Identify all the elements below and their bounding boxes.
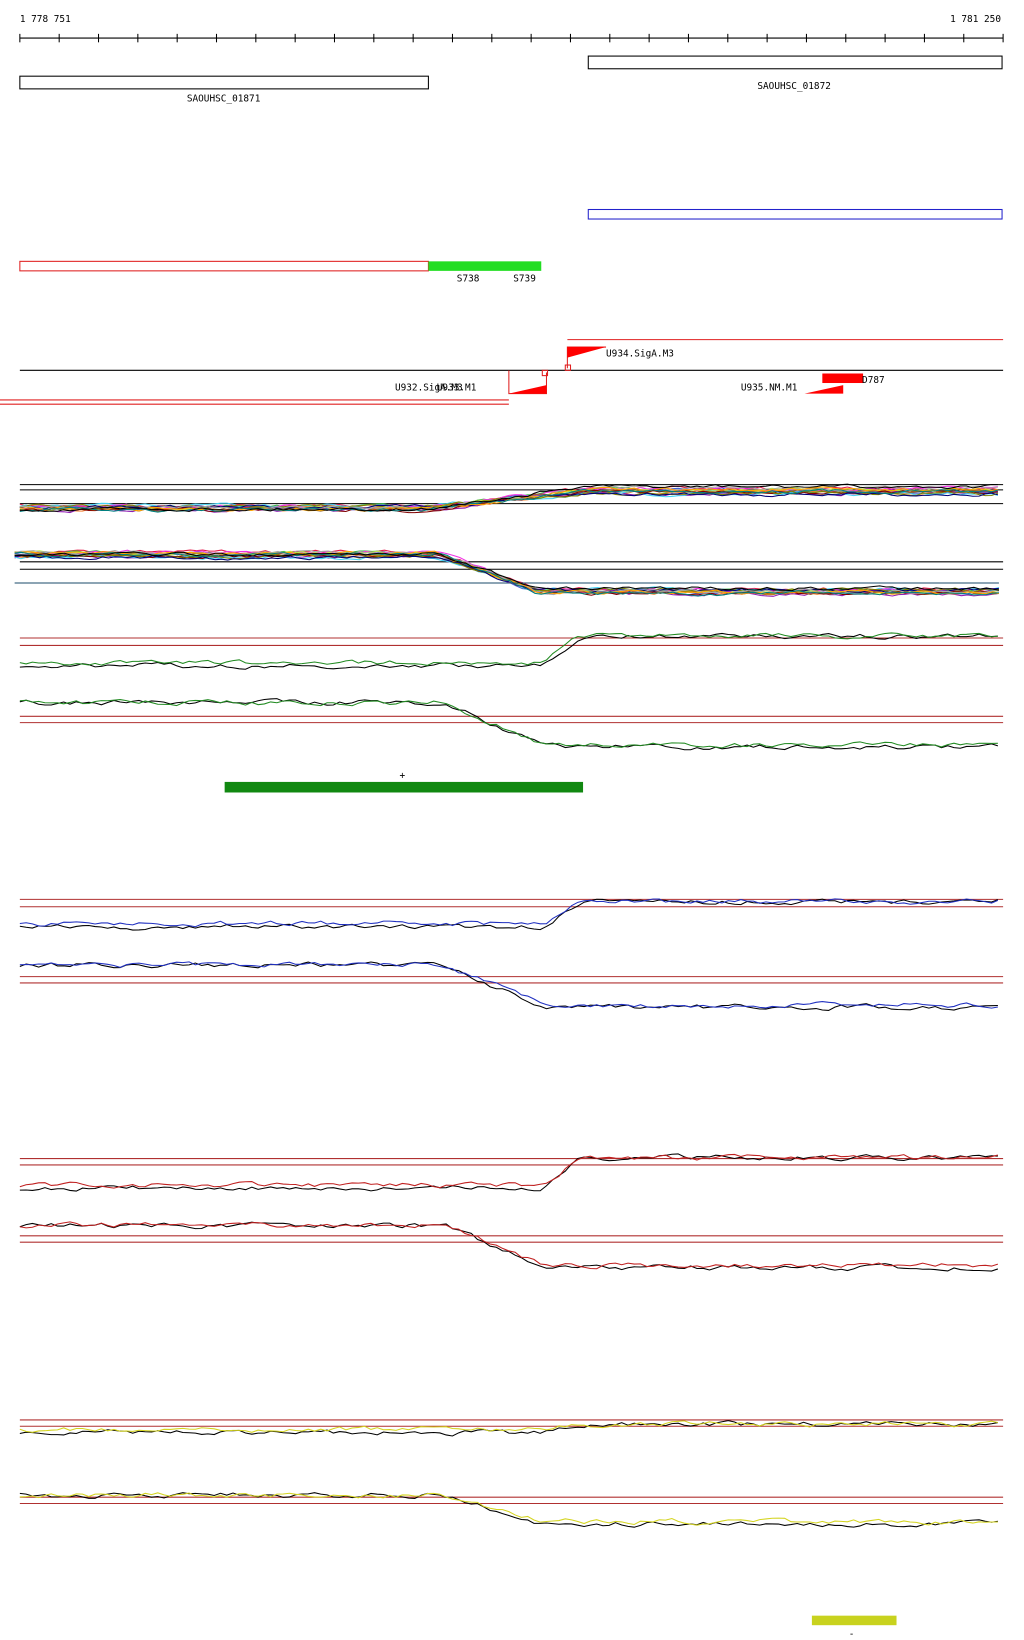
promoter-label: U932.SigA.M3 <box>395 382 463 393</box>
gene-label: SAOUHSC_01871 <box>187 94 261 105</box>
promoter-label: U935.NM.M1 <box>741 382 798 393</box>
trace <box>19 1420 998 1437</box>
promoter-mark <box>564 364 572 371</box>
promoter-label: U933.M1 <box>437 382 477 393</box>
trace <box>14 553 999 593</box>
strand-mark: - <box>849 1629 855 1640</box>
trace <box>19 1492 998 1528</box>
trace <box>14 554 1000 593</box>
trace <box>19 961 998 1009</box>
expression-tracks <box>14 483 1004 1528</box>
trace <box>19 1420 998 1433</box>
gene-box <box>19 75 429 90</box>
promoter-arrow <box>508 385 547 394</box>
trace <box>19 898 999 928</box>
promoter-label: U934.SigA.M3 <box>606 349 674 360</box>
trace <box>19 1492 998 1526</box>
segment-label: S739 <box>513 273 536 284</box>
trace <box>14 551 999 597</box>
feature-box <box>587 208 1003 220</box>
promoter-mark <box>541 369 549 377</box>
trace <box>19 699 998 749</box>
gene-box <box>587 55 1003 70</box>
trace <box>19 1153 999 1189</box>
gene-label: SAOUHSC_01872 <box>757 81 831 92</box>
ruler-start: 1 778 751 <box>20 14 71 25</box>
promoter-arrow <box>567 347 607 358</box>
strand-mark: + <box>399 771 405 782</box>
trace <box>19 486 998 512</box>
trace <box>19 698 999 751</box>
trace <box>19 961 998 1011</box>
segment-label: S738 <box>457 273 480 284</box>
trace <box>19 1221 999 1272</box>
trace <box>19 483 998 513</box>
trace <box>14 554 999 594</box>
terminator-bar <box>822 373 864 384</box>
trace <box>19 632 998 666</box>
promoter-arrow <box>804 385 844 394</box>
ruler: 1 778 751 1 781 250 <box>19 14 1004 43</box>
trace <box>14 551 1000 592</box>
trace <box>19 1221 999 1270</box>
ruler-end: 1 781 250 <box>950 14 1001 25</box>
feature-box <box>19 260 429 272</box>
segment-bar <box>428 261 542 271</box>
terminator-label: D787 <box>862 375 885 386</box>
strand-bar <box>811 1615 897 1626</box>
strand-bar <box>224 781 584 793</box>
trace <box>19 1153 998 1192</box>
trace <box>19 898 999 931</box>
